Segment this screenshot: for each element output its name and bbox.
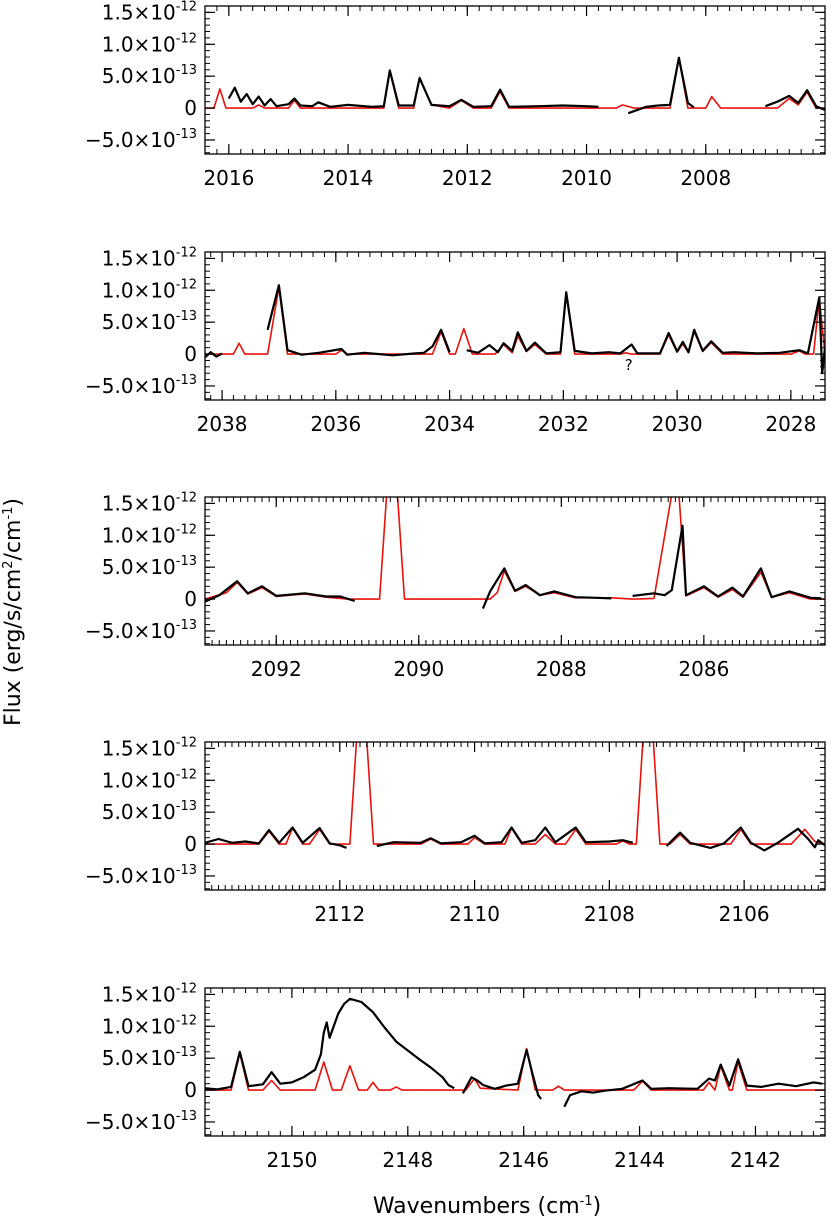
y-axis-label-text: Flux (erg/s/cm (1, 569, 26, 726)
y-tick-label: 1.5×10-12 (102, 0, 197, 24)
x-tick-label: 2038 (197, 412, 248, 436)
x-axis-label: Wavenumbers (cm-1) (373, 1194, 601, 1219)
y-tick-label: 1.0×10-12 (102, 1013, 197, 1038)
y-tick-label: 1.5×10-12 (102, 490, 197, 515)
observed-line-3 (765, 89, 825, 112)
model-line-1 (205, 57, 825, 109)
observed-line-1 (205, 580, 356, 603)
x-tick-label: 2010 (561, 166, 612, 190)
y-tick-label: 0 (184, 342, 197, 366)
x-tick-label: 2106 (719, 902, 770, 926)
y-tick-label: 1.0×10-12 (102, 31, 197, 56)
observed-line-2 (627, 56, 695, 115)
x-tick-label: 2090 (393, 657, 444, 681)
y-tick-label: 0 (184, 1078, 197, 1102)
x-tick-label: 2144 (614, 1148, 665, 1172)
observed-line-1 (205, 351, 223, 359)
plot-area (205, 56, 825, 115)
y-axis-label-mid: /cm (1, 520, 26, 561)
y-tick-label: 0 (184, 96, 197, 120)
x-tick-label: 2146 (498, 1148, 549, 1172)
observed-line-1 (205, 826, 347, 849)
y-tick-label: 1.0×10-12 (102, 277, 197, 302)
panel-3: 2092 2090 2088 2086 1.5×10-12 1.0×10-12 5.0×10… (85, 490, 826, 681)
panels-layer: 2016 2014 2012 2010 2008 1.5×10-12 1.0×10-12 5.… (85, 0, 826, 1172)
observed-line-2 (266, 284, 451, 357)
plot-frame (204, 5, 826, 155)
plot-area (205, 284, 825, 375)
y-tick-label: 5.0×10-13 (102, 309, 197, 334)
y-tick-label: 0 (184, 832, 197, 856)
x-tick-label: 2030 (652, 412, 703, 436)
x-tick-label: 2088 (536, 657, 587, 681)
plot-frame (204, 251, 826, 401)
model-line-1 (205, 497, 825, 600)
x-tick-label: 2008 (680, 166, 731, 190)
y-axis-label-end: ) (1, 498, 26, 507)
y-tick-label: −5.0×10-13 (85, 373, 197, 398)
plot-area (205, 997, 825, 1108)
y-tick-label: −5.0×10-13 (85, 863, 197, 888)
y-tick-label: −5.0×10-13 (85, 1109, 197, 1134)
y-tick-label: −5.0×10-13 (85, 618, 197, 643)
y-axis-label: Flux (erg/s/cm2/cm-1) (1, 498, 26, 726)
x-axis-label-sup: -1 (580, 1194, 593, 1209)
observed-line-3 (632, 524, 822, 600)
observed-line-2 (461, 1048, 542, 1100)
x-tick-label: 2012 (442, 166, 493, 190)
x-tick-label: 2034 (424, 412, 475, 436)
y-tick-label: 5.0×10-13 (102, 1045, 197, 1070)
observed-line-3 (665, 826, 825, 852)
y-tick-label: 0 (184, 587, 197, 611)
y-axis-label-sup2: -1 (1, 507, 16, 520)
plot-frame (204, 987, 826, 1137)
y-tick-label: 1.5×10-12 (102, 981, 197, 1006)
x-tick-label: 2016 (203, 166, 254, 190)
observed-line-2 (376, 826, 634, 848)
x-tick-label: 2092 (251, 657, 302, 681)
y-tick-label: 1.0×10-12 (102, 522, 197, 547)
annotation-label: ? (625, 356, 633, 374)
x-tick-label: 2142 (730, 1148, 781, 1172)
x-axis-label-text: Wavenumbers (cm (373, 1194, 580, 1219)
x-tick-label: 2028 (765, 412, 816, 436)
x-tick-label: 2112 (314, 902, 365, 926)
y-tick-label: 1.5×10-12 (102, 735, 197, 760)
x-tick-label: 2014 (323, 166, 374, 190)
y-tick-label: 1.5×10-12 (102, 245, 197, 270)
x-tick-label: 2036 (310, 412, 361, 436)
y-tick-label: 5.0×10-13 (102, 799, 197, 824)
x-tick-label: 2150 (266, 1148, 317, 1172)
x-axis-label-end: ) (593, 1194, 602, 1219)
plot-area (205, 742, 825, 852)
observed-line-3 (563, 1058, 823, 1108)
panel-4: 2112 2110 2108 2106 1.5×10-12 1.0×10-12 5.0×10… (85, 735, 826, 926)
x-tick-label: 2110 (449, 902, 500, 926)
panel-2: 2038 2036 2034 2032 2030 2028 1.5×10-12 1.0×10-… (85, 245, 826, 436)
y-axis-label-sup1: 2 (1, 560, 16, 568)
y-tick-label: 5.0×10-13 (102, 63, 197, 88)
plot-frame (204, 496, 826, 646)
panel-5: 2150 2148 2146 2144 2142 1.5×10-12 1.0×10-12 5.… (85, 981, 826, 1172)
observed-line-1 (227, 69, 599, 108)
observed-line-2 (481, 567, 612, 610)
model-line-1 (205, 742, 825, 845)
x-tick-label: 2108 (584, 902, 635, 926)
x-tick-label: 2032 (538, 412, 589, 436)
y-tick-label: 5.0×10-13 (102, 554, 197, 579)
y-tick-label: −5.0×10-13 (85, 127, 197, 152)
panel-1: 2016 2014 2012 2010 2008 1.5×10-12 1.0×10-12 5.… (85, 0, 826, 190)
y-tick-label: 1.0×10-12 (102, 767, 197, 792)
plot-area (205, 497, 825, 610)
observed-line-3 (466, 291, 825, 375)
observed-line-1 (205, 997, 455, 1091)
plot-frame (204, 741, 826, 891)
x-tick-label: 2148 (382, 1148, 433, 1172)
x-tick-label: 2086 (678, 657, 729, 681)
